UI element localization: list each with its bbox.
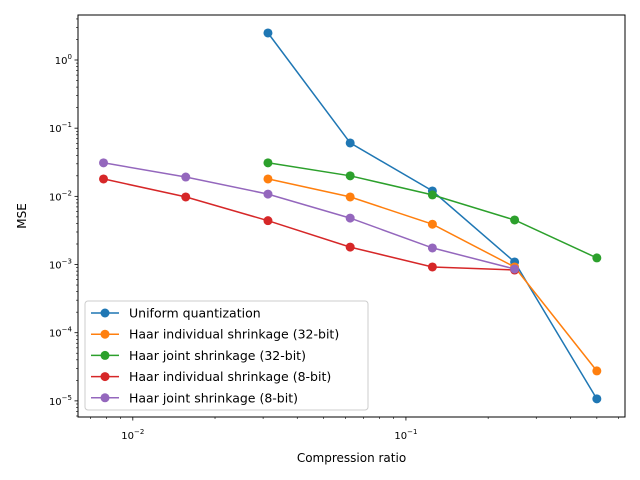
data-point [345,171,355,181]
series-3 [263,158,602,263]
legend-marker [100,372,110,382]
data-point [99,158,109,168]
data-point [427,190,437,200]
legend-item: Haar individual shrinkage (8-bit) [91,369,331,384]
y-tick-label: 10−3 [49,258,72,272]
legend-item: Haar joint shrinkage (32-bit) [91,348,306,363]
data-point [263,158,273,168]
legend: Uniform quantization Haar individual shri… [84,300,369,411]
data-point [427,262,437,272]
legend-marker [100,308,110,318]
plot-area-frame [77,14,626,418]
x-tick-label: 10−1 [394,428,417,442]
legend-label: Uniform quantization [129,306,261,321]
series-line [103,162,515,270]
data-point [592,394,602,404]
data-point [263,216,273,226]
data-point [592,366,602,376]
legend-item: Haar joint shrinkage (8-bit) [91,390,298,405]
series-4 [99,174,520,275]
legend-marker [100,329,110,339]
legend-label: Haar individual shrinkage (8-bit) [129,369,331,384]
x-axis-label: Compression ratio [297,451,406,465]
legend-item: Haar individual shrinkage (32-bit) [91,327,339,342]
y-tick-label: 10−4 [49,326,73,340]
data-point [263,28,273,38]
data-point [345,138,355,148]
data-point [345,242,355,252]
data-point [263,189,273,199]
series-line [103,178,515,271]
y-tick-label: 100 [55,53,72,67]
legend-marker [100,393,110,403]
data-point [345,213,355,223]
y-tick-label: 10−5 [49,394,72,408]
y-axis-label: MSE [15,203,29,229]
data-point [510,264,520,274]
data-point [427,219,437,229]
legend-label: Haar joint shrinkage (32-bit) [129,348,306,363]
data-point [345,192,355,202]
legend-item: Uniform quantization [91,306,261,321]
legend-label: Haar joint shrinkage (8-bit) [129,390,298,405]
legend-label: Haar individual shrinkage (32-bit) [129,327,339,342]
data-point [263,174,273,184]
y-tick-label: 10−2 [49,189,72,203]
data-point [592,253,602,263]
data-point [427,243,437,253]
data-point [181,192,191,202]
data-point [99,174,109,184]
y-tick-label: 10−1 [49,121,72,135]
legend-marker [100,350,110,360]
legend-box [84,300,369,411]
data-point [181,172,191,182]
x-tick-label: 10−2 [121,428,144,442]
data-point [510,215,520,225]
series-5 [99,158,520,274]
